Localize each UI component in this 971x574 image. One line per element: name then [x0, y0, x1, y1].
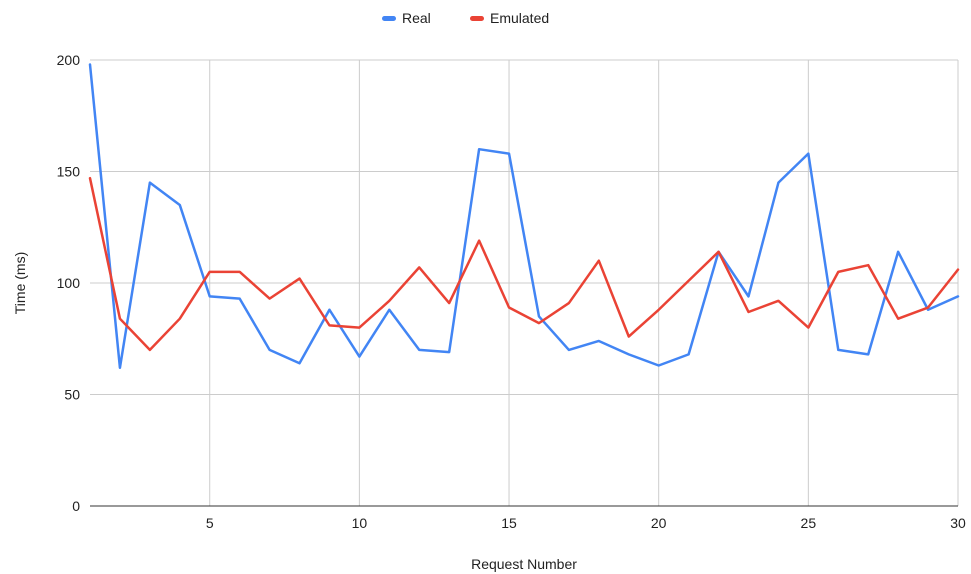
- y-tick-label: 200: [57, 52, 81, 68]
- legend: Real Emulated: [382, 10, 549, 26]
- series-lines: [88, 63, 960, 369]
- legend-swatch-emulated: [470, 16, 484, 21]
- x-tick-label: 10: [352, 515, 368, 531]
- y-tick-label: 0: [72, 498, 80, 514]
- legend-swatch-real: [382, 16, 396, 21]
- x-axis-title: Request Number: [471, 556, 577, 572]
- y-axis-title: Time (ms): [12, 252, 28, 314]
- y-tick-label: 50: [64, 387, 80, 403]
- x-tick-label: 25: [801, 515, 817, 531]
- series-line-emulated: [88, 176, 960, 352]
- legend-label-real: Real: [402, 10, 431, 26]
- gridlines: [90, 59, 959, 506]
- series-line-real: [88, 63, 960, 369]
- y-tick-label: 100: [57, 275, 81, 291]
- legend-label-emulated: Emulated: [490, 10, 549, 26]
- x-tick-label: 15: [501, 515, 517, 531]
- y-tick-label: 150: [57, 164, 81, 180]
- tick-labels: 0 50 100 150 200 5 10 15 20 25 30: [57, 52, 966, 531]
- x-tick-label: 5: [206, 515, 214, 531]
- x-tick-label: 30: [950, 515, 966, 531]
- x-tick-label: 20: [651, 515, 667, 531]
